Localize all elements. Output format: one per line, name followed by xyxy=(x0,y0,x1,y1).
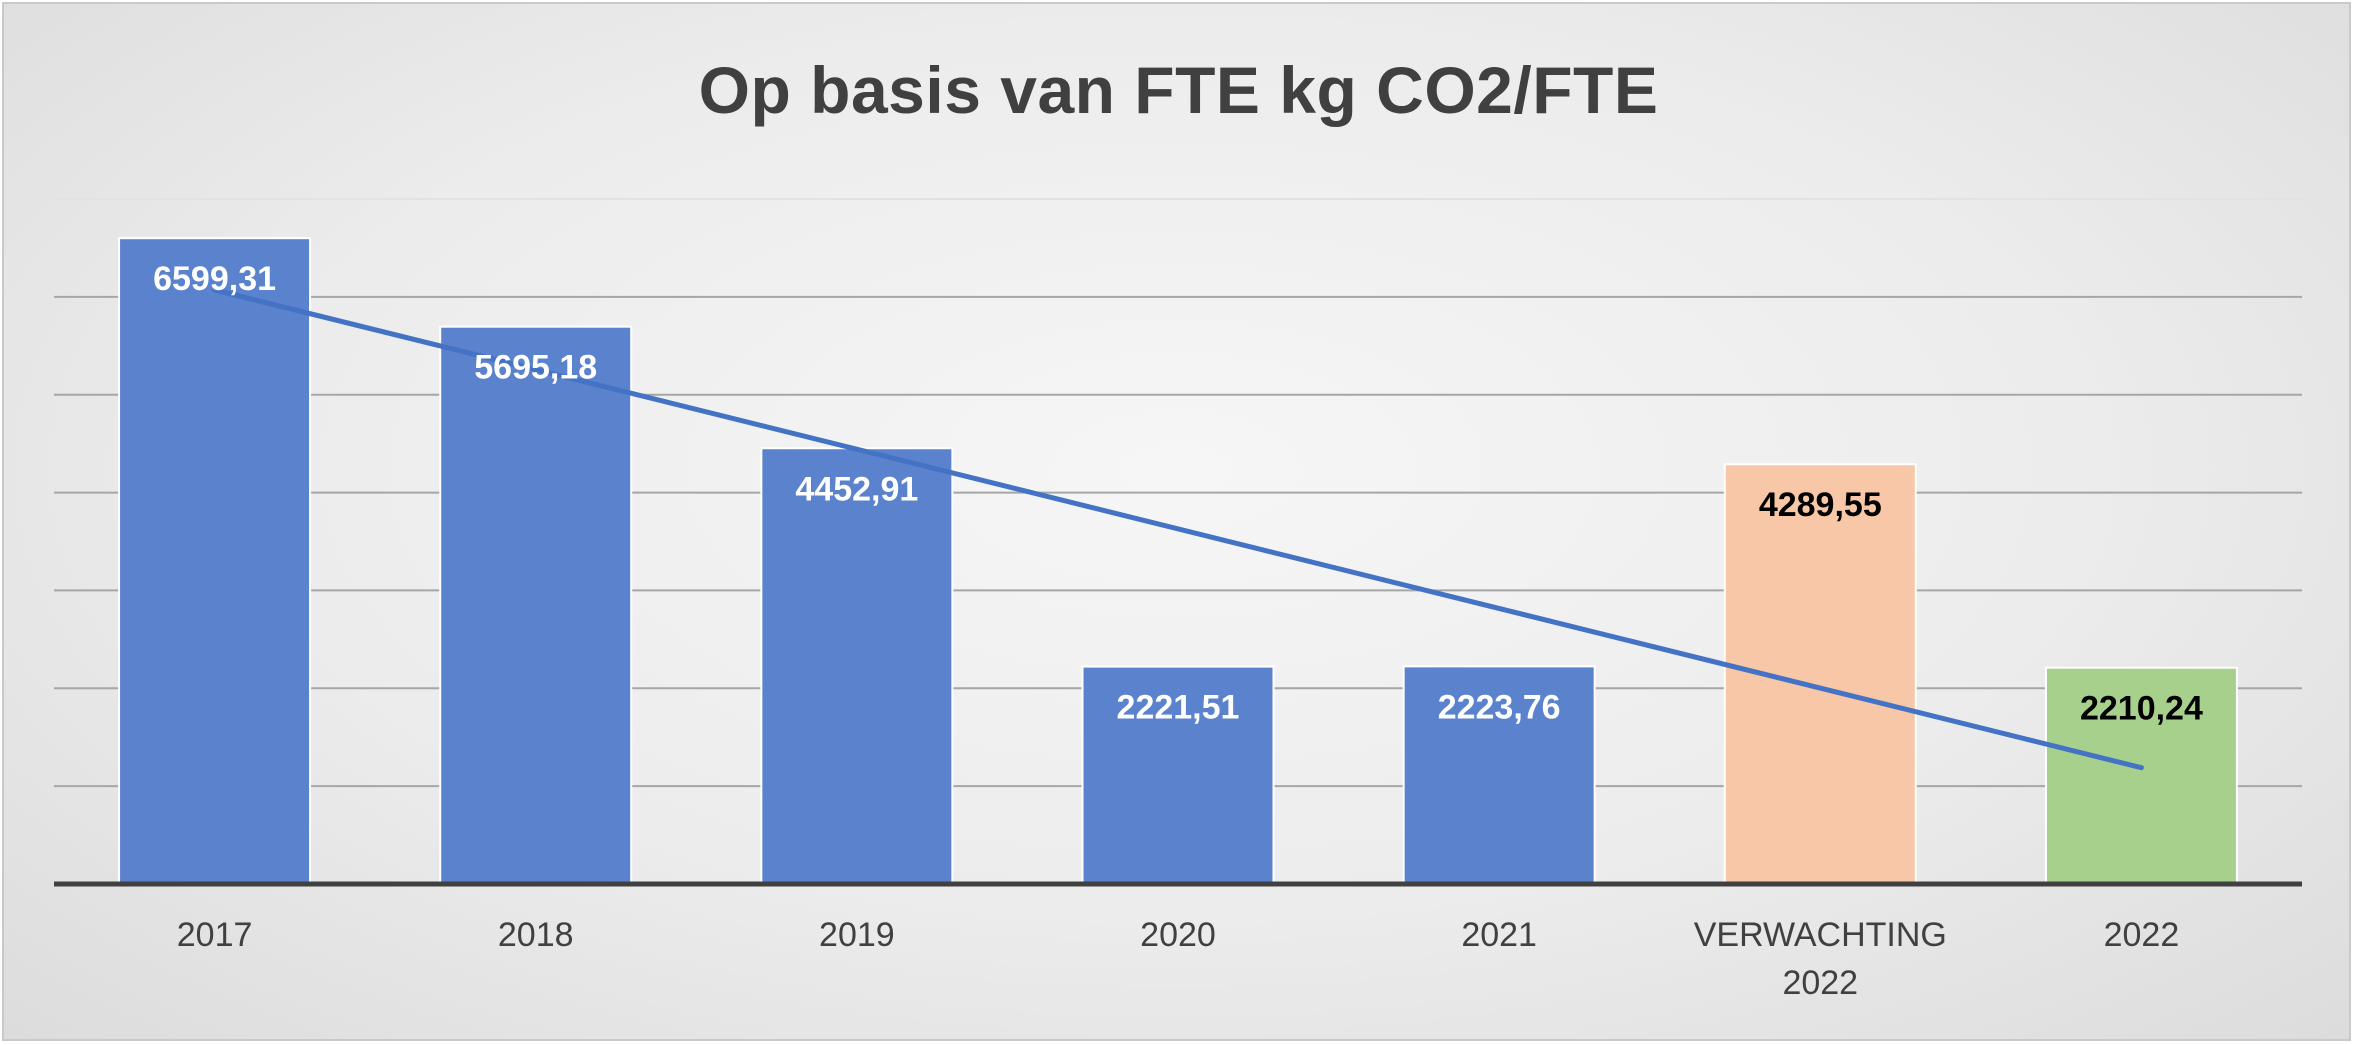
data-label: 2221,51 xyxy=(1117,689,1240,727)
bar xyxy=(1402,665,1596,886)
x-tick-label: 2020 xyxy=(1140,916,1216,954)
bar xyxy=(760,447,954,885)
data-label: 2210,24 xyxy=(2080,690,2203,728)
bar xyxy=(1081,665,1275,885)
data-label: 4289,55 xyxy=(1759,486,1882,524)
x-tick-label: VERWACHTING 2022 xyxy=(1694,916,1947,1002)
chart-title: Op basis van FTE kg CO2/FTE xyxy=(698,53,1659,127)
bar xyxy=(2044,666,2238,885)
data-labels: 6599,31 5695,18 4452,91 2221,51 2223,76 4289,… xyxy=(153,260,2203,728)
data-label: 4452,91 xyxy=(795,470,918,508)
data-label: 6599,31 xyxy=(153,260,276,298)
x-axis: 2017 2018 2019 2020 2021 VERWACHTING 2022 2022 xyxy=(54,881,2302,1002)
x-tick-label: 2018 xyxy=(498,916,574,954)
data-label: 2223,76 xyxy=(1438,688,1561,726)
bar xyxy=(1723,463,1917,885)
x-tick-label: 2017 xyxy=(177,916,253,954)
x-tick-label: 2022 xyxy=(2104,916,2180,954)
bar xyxy=(118,237,312,885)
trendline xyxy=(212,287,2144,771)
chart-plot: 2017 2018 2019 2020 2021 VERWACHTING 20222022 … xyxy=(54,198,2302,1002)
x-tick-label: 2019 xyxy=(819,916,895,954)
trendline-path xyxy=(212,287,2144,771)
x-tick-label: 2021 xyxy=(1461,916,1537,954)
data-label: 5695,18 xyxy=(474,349,597,387)
bar xyxy=(439,325,633,885)
